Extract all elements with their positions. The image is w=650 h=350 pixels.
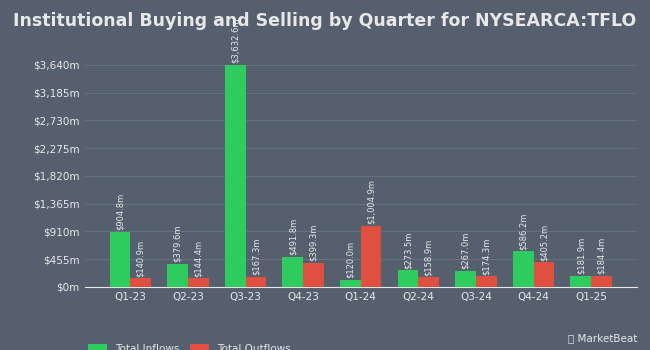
Legend: Total Inflows, Total Outflows: Total Inflows, Total Outflows xyxy=(84,340,295,350)
Bar xyxy=(340,280,361,287)
Text: Institutional Buying and Selling by Quarter for NYSEARCA:TFLO: Institutional Buying and Selling by Quar… xyxy=(14,12,636,30)
Text: $491.8m: $491.8m xyxy=(289,218,297,256)
Bar xyxy=(534,262,554,287)
Text: $405.2m: $405.2m xyxy=(540,224,549,261)
Text: $167.3m: $167.3m xyxy=(252,238,261,275)
Text: $586.2m: $586.2m xyxy=(519,212,528,250)
Text: $181.9m: $181.9m xyxy=(577,237,585,274)
Bar xyxy=(513,251,534,287)
Bar xyxy=(188,278,209,287)
Text: $140.9m: $140.9m xyxy=(136,240,145,277)
Text: $158.9m: $158.9m xyxy=(424,239,433,276)
Text: $267.0m: $267.0m xyxy=(461,232,470,269)
Bar xyxy=(571,276,591,287)
Text: $144.4m: $144.4m xyxy=(194,239,203,276)
Bar xyxy=(167,264,188,287)
Text: $184.4m: $184.4m xyxy=(597,237,606,274)
Text: $904.8m: $904.8m xyxy=(116,193,125,230)
Bar xyxy=(131,278,151,287)
Bar xyxy=(398,270,419,287)
Bar xyxy=(225,65,246,287)
Bar xyxy=(419,277,439,287)
Text: $174.3m: $174.3m xyxy=(482,237,491,275)
Text: $3,632.6m: $3,632.6m xyxy=(231,18,240,63)
Bar xyxy=(246,277,266,287)
Bar xyxy=(455,271,476,287)
Bar xyxy=(282,257,303,287)
Text: $379.6m: $379.6m xyxy=(173,225,182,262)
Bar xyxy=(591,276,612,287)
Text: $120.0m: $120.0m xyxy=(346,241,355,278)
Text: $1,004.9m: $1,004.9m xyxy=(367,179,376,224)
Bar xyxy=(476,276,497,287)
Text: $273.5m: $273.5m xyxy=(404,231,413,269)
Bar xyxy=(361,226,382,287)
Bar xyxy=(303,262,324,287)
Bar xyxy=(110,232,131,287)
Text: ⼊ MarketBeat: ⼊ MarketBeat xyxy=(567,333,637,343)
Text: $399.3m: $399.3m xyxy=(309,224,318,261)
